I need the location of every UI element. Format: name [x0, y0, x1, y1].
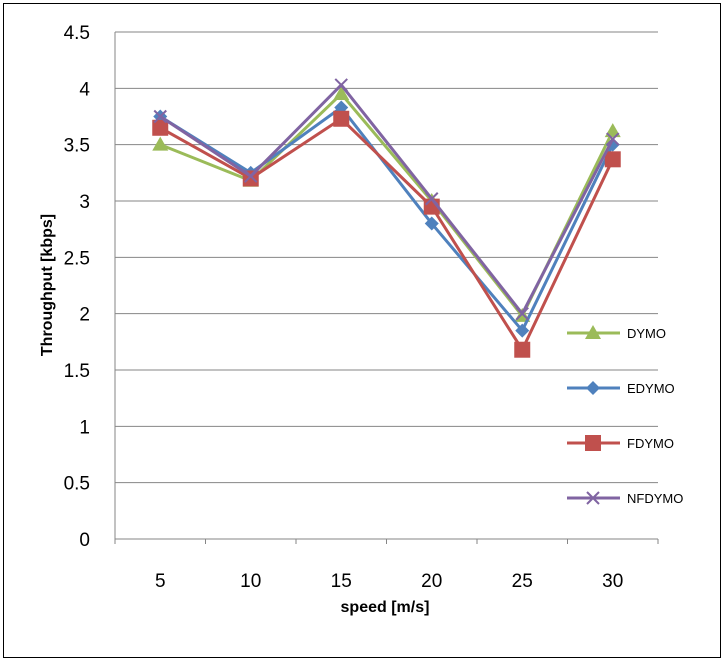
series-lines [152, 78, 621, 358]
legend-item-edymo: EDYMO [567, 381, 675, 396]
y-tick-label: 4 [79, 79, 90, 100]
data-point-edymo [424, 216, 439, 231]
grid-lines [114, 31, 659, 544]
y-tick-label: 4.5 [64, 23, 90, 44]
series-line-edymo [159, 105, 615, 333]
x-tick-label: 20 [421, 571, 442, 592]
y-tick-label: 3.5 [64, 136, 90, 157]
data-point-fdymo [604, 151, 621, 168]
series-line-fdymo [159, 117, 615, 352]
x-tick-label: 30 [602, 571, 623, 592]
x-tick-label: 15 [331, 571, 352, 592]
data-point-nfdymo [515, 306, 529, 321]
y-tick-labels: 0 0.5 1 1.5 2 2.5 3 3.5 4 4.5 [64, 23, 91, 551]
legend-label: NFDYMO [627, 491, 683, 506]
x-tick-label: 10 [240, 571, 261, 592]
x-tick-labels: 5 10 15 20 25 30 [155, 571, 623, 592]
legend-swatch-marker [585, 435, 601, 451]
y-tick-label: 1 [79, 417, 90, 438]
legend-swatch-marker [585, 325, 601, 339]
y-tick-label: 2.5 [64, 248, 90, 269]
legend-item-fdymo: FDYMO [567, 435, 674, 451]
y-tick-label: 2 [79, 305, 90, 326]
legend-swatch-marker [586, 491, 600, 505]
data-point-dymo [333, 85, 350, 100]
legend: DYMO EDYMO FDYMO NFDYMO [567, 325, 683, 506]
x-tick-label: 5 [155, 571, 166, 592]
legend-item-dymo: DYMO [567, 325, 666, 341]
data-point-nfdymo [334, 78, 348, 92]
data-point-dymo [152, 136, 169, 151]
x-tick-label: 25 [512, 571, 533, 592]
series-line-nfdymo [159, 83, 615, 316]
data-point-fdymo [333, 110, 350, 127]
legend-label: DYMO [627, 326, 666, 341]
data-point-fdymo [514, 341, 531, 358]
y-tick-label: 0.5 [64, 474, 90, 495]
data-point-nfdymo [153, 109, 167, 124]
legend-label: EDYMO [627, 381, 675, 396]
y-tick-label: 3 [79, 192, 90, 213]
y-tick-label: 0 [79, 530, 90, 551]
x-axis-title: speed [m/s] [341, 599, 430, 616]
data-point-nfdymo [606, 132, 620, 146]
data-point-fdymo [152, 119, 169, 136]
data-point-nfdymo [425, 192, 439, 206]
data-point-nfdymo [244, 169, 258, 183]
y-tick-label: 1.5 [64, 361, 90, 382]
legend-item-nfdymo: NFDYMO [567, 491, 683, 506]
legend-label: FDYMO [627, 436, 674, 451]
y-axis-title: Throughput [kbps] [39, 214, 56, 356]
data-point-dymo [604, 123, 621, 138]
legend-swatch-marker [586, 381, 600, 395]
data-point-edymo [515, 323, 530, 338]
